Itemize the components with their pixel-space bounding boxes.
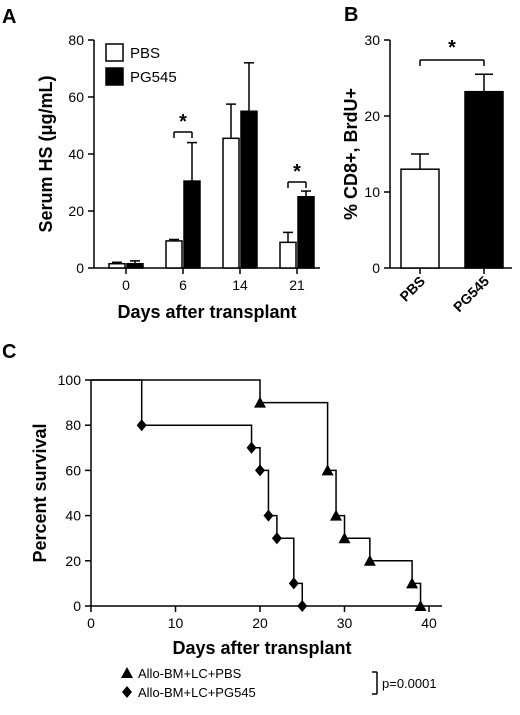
x-tick-label: 30 <box>337 615 353 631</box>
panel-b-chart: 0 10 20 30 PBS PG545 % CD8+, BrdU+ * <box>341 32 512 315</box>
data-point-diamond <box>263 509 274 522</box>
data-point-diamond <box>136 419 147 432</box>
y-axis-label: Percent survival <box>30 423 50 562</box>
x-tick-label: 6 <box>179 277 187 293</box>
x-tick-label: 0 <box>87 615 95 631</box>
y-tick-label: 20 <box>364 108 380 124</box>
legend-marker-diamond <box>122 686 132 698</box>
data-point-diamond <box>297 600 308 612</box>
x-tick-label: 10 <box>168 615 184 631</box>
y-tick-label: 100 <box>58 372 82 388</box>
data-point-triangle <box>330 509 343 521</box>
panel-label-c: C <box>2 341 16 363</box>
data-point-triangle <box>414 600 427 611</box>
survival-line-pbs <box>91 379 422 606</box>
x-axis-label: Days after transplant <box>117 302 296 322</box>
x-tick-label: 21 <box>289 277 305 293</box>
data-point-triangle <box>254 396 266 408</box>
x-tick-label: PG545 <box>450 273 492 315</box>
significance-label: * <box>293 161 301 183</box>
x-tick-label: 20 <box>252 615 268 631</box>
x-axis-label: Days after transplant <box>172 638 351 658</box>
y-tick-label: 80 <box>68 32 84 48</box>
p-value-annotation: p=0.0001 <box>382 676 437 691</box>
y-tick-label: 0 <box>372 260 380 276</box>
x-tick-label: 0 <box>122 277 130 293</box>
data-point-diamond <box>255 464 265 477</box>
legend-label: PG545 <box>130 69 177 86</box>
bar <box>108 262 126 269</box>
bar <box>297 196 315 269</box>
x-tick-label: 14 <box>232 277 248 293</box>
bar <box>240 110 258 269</box>
data-point-diamond <box>288 577 299 590</box>
y-tick-label: 20 <box>68 203 84 219</box>
legend-label: Allo-BM+LC+PG545 <box>138 685 256 700</box>
y-tick-label: 30 <box>364 32 380 48</box>
data-point-triangle <box>406 577 419 589</box>
data-point-triangle <box>338 532 351 544</box>
y-tick-label: 40 <box>68 146 84 162</box>
data-point-triangle <box>321 464 334 476</box>
bar <box>464 90 504 269</box>
legend-label: PBS <box>130 45 160 62</box>
y-tick-label: 20 <box>65 553 81 569</box>
y-tick-label: 0 <box>76 260 84 276</box>
y-tick-label: 60 <box>68 89 84 105</box>
survival-line-pg545 <box>91 379 303 606</box>
significance-label: * <box>448 37 456 59</box>
x-tick-label: PBS <box>396 273 428 305</box>
panel-label-a: A <box>2 6 16 28</box>
y-tick-label: 40 <box>65 508 81 524</box>
y-axis-label: % CD8+, BrdU+ <box>341 88 361 220</box>
significance-label: * <box>179 111 187 133</box>
data-point-diamond <box>246 441 257 454</box>
bar <box>222 137 240 269</box>
bar <box>400 168 440 269</box>
y-axis-label: Serum HS (μg/mL) <box>36 75 56 232</box>
data-point-triangle <box>363 554 376 566</box>
legend-label: Allo-BM+LC+PBS <box>138 666 242 681</box>
y-tick-label: 80 <box>65 417 81 433</box>
legend-marker-triangle <box>121 667 133 678</box>
bar <box>183 180 201 269</box>
panel-label-b: B <box>344 4 358 26</box>
y-tick-label: 10 <box>364 184 380 200</box>
bar <box>126 262 144 269</box>
data-point-diamond <box>271 532 282 545</box>
legend-swatch <box>105 67 124 86</box>
x-tick-label: 40 <box>421 615 437 631</box>
legend-swatch <box>105 43 124 62</box>
bar <box>279 241 297 269</box>
y-tick-label: 0 <box>73 598 81 614</box>
bar <box>165 240 183 269</box>
panel-c-chart: 0 20 40 60 80 100 0 10 20 30 40 Days after transpla… <box>30 372 442 700</box>
panel-a-chart: 0 20 40 60 80 0 6 14 21 Days after transplant Seru… <box>36 32 320 322</box>
y-tick-label: 60 <box>65 462 81 478</box>
